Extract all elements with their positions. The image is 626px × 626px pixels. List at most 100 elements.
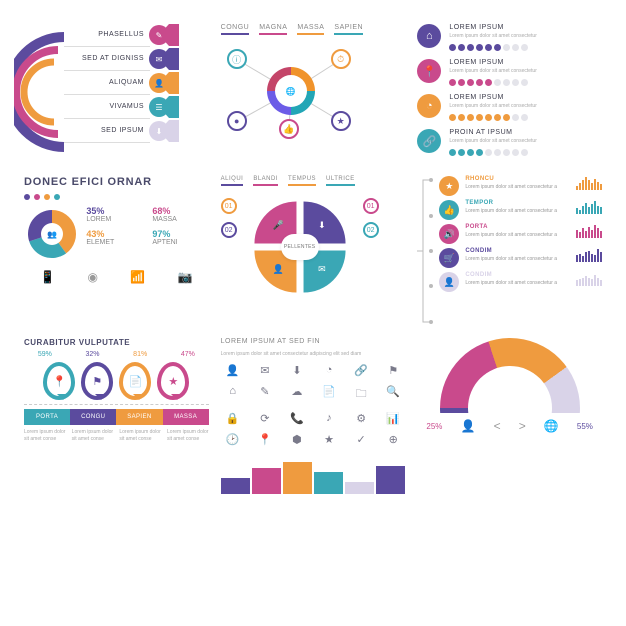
stats-title: DONEC EFICI ORNAR (24, 176, 209, 188)
tab-row[interactable]: SED IPSUM ⬇ (64, 120, 209, 142)
lorem-text: Lorem ipsum dolor sit amet consectetur a… (221, 351, 406, 358)
tab-icon: ✎ (149, 25, 169, 45)
dot-progress (449, 44, 602, 51)
icon-grid-title: LOREM IPSUM AT SED FIN (221, 338, 406, 345)
progress-item: 📍 LOREM IPSUM Lorem ipsum dolor sit amet… (417, 59, 602, 86)
icon-grid-panel: LOREM IPSUM AT SED FIN Lorem ipsum dolor… (221, 338, 406, 494)
progress-item: ◔ LOREM IPSUM Lorem ipsum dolor sit amet… (417, 94, 602, 121)
center-pie: 👥 (24, 206, 80, 262)
grid-icon: ⟳ (253, 412, 277, 425)
tab-icon: 👤 (149, 73, 169, 93)
item-title: PROIN AT IPSUM (449, 129, 602, 136)
satellite-icon: ★ (331, 111, 351, 131)
tab-label: PHASELLUS (64, 24, 150, 47)
gauge-icon: 🌐 (544, 419, 559, 433)
bracket-list-panel: ★ RHONCULorem ipsum dolor sit amet conse… (417, 176, 602, 326)
item-title: LOREM IPSUM (449, 94, 602, 101)
pin-pct: 81% (119, 351, 161, 358)
dot-progress (449, 114, 602, 121)
grid-icon: 📍 (253, 433, 277, 446)
grid-icon: 📊 (381, 412, 405, 425)
grid-icon: ✎ (253, 385, 277, 404)
pie-tab[interactable]: ULTRICE (326, 176, 355, 186)
satellite-icon: 👍 (279, 119, 299, 139)
tab-icon: ⬇ (149, 121, 169, 141)
semi-gauge: MORBI EGESTAS (440, 338, 580, 413)
pie-tab[interactable]: ALIQUI (221, 176, 244, 186)
bracket-line (417, 176, 435, 326)
spark-bars (576, 200, 602, 214)
grid-icon: ☁ (285, 385, 309, 404)
location-pin[interactable]: 📍 (43, 362, 75, 400)
satellite-icon: ● (227, 111, 247, 131)
pin-label: PORTA (24, 409, 70, 425)
item-icon: 📍 (417, 59, 441, 83)
pin-pct: 32% (72, 351, 114, 358)
grid-icon: ⬢ (285, 433, 309, 446)
item-title: LOREM IPSUM (449, 24, 602, 31)
tab-row[interactable]: VIVAMUS ☰ (64, 96, 209, 118)
segmented-pie-panel: ALIQUIBLANDITEMPUSULTRICE 0102 ⬇✉👤🎤 PELL… (221, 176, 406, 326)
bracket-row: 👤 CONDIMLorem ipsum dolor sit amet conse… (439, 272, 602, 292)
grid-icon: ◔ (317, 364, 341, 377)
spark-bars (576, 248, 602, 262)
pin-label: CONGU (70, 409, 116, 425)
pin-label: MASSA (163, 409, 209, 425)
location-pin[interactable]: ⚑ (81, 362, 113, 400)
grid-icon: ✉ (253, 364, 277, 377)
progress-item: ⌂ LOREM IPSUM Lorem ipsum dolor sit amet… (417, 24, 602, 51)
donut-tab[interactable]: SAPIEN (334, 24, 363, 35)
grid-icon: 👤 (221, 364, 245, 377)
grid-icon: ★ (317, 433, 341, 446)
bracket-icon: 👍 (439, 200, 459, 220)
stats-panel: DONEC EFICI ORNAR 35%LOREM43%ELEMET 👥 68… (24, 176, 209, 326)
grid-icon: 🔗 (349, 364, 373, 377)
svg-text:⬇: ⬇ (318, 220, 326, 230)
pin-pct: 59% (24, 351, 66, 358)
location-pin[interactable]: ★ (157, 362, 189, 400)
tab-row[interactable]: SED AT DIGNISS ✉ (64, 48, 209, 70)
satellite-icon: ⓘ (227, 49, 247, 69)
bracket-row: 👍 TEMPORLorem ipsum dolor sit amet conse… (439, 200, 602, 220)
bracket-icon: 👤 (439, 272, 459, 292)
bracket-row: ★ RHONCULorem ipsum dolor sit amet conse… (439, 176, 602, 196)
grid-icon: ⊕ (381, 433, 405, 446)
pie-tab[interactable]: BLANDI (253, 176, 278, 186)
item-icon: ◔ (417, 94, 441, 118)
pie-tab[interactable]: TEMPUS (288, 176, 316, 186)
grid-icon: 🔍 (381, 385, 405, 404)
spark-bars (576, 176, 602, 190)
donut-tab[interactable]: MASSA (297, 24, 324, 35)
grid-icon: 🕑 (221, 433, 245, 446)
tab-icon: ☰ (149, 97, 169, 117)
progress-item: 🔗 PROIN AT IPSUM Lorem ipsum dolor sit a… (417, 129, 602, 156)
donut-tab[interactable]: MAGNA (259, 24, 287, 35)
gauge-icon: < (494, 419, 501, 433)
donut-tab[interactable]: CONGU (221, 24, 250, 35)
grid-icon: ⌂ (221, 385, 245, 404)
item-icon: 🔗 (417, 129, 441, 153)
pin-pct: 47% (167, 351, 209, 358)
bracket-row: 🛒 CONDIMLorem ipsum dolor sit amet conse… (439, 248, 602, 268)
dot-progress (449, 79, 602, 86)
tab-row[interactable]: PHASELLUS ✎ (64, 24, 209, 46)
mini-bar-chart (221, 454, 406, 494)
small-icon: 📱 (40, 270, 55, 284)
location-pin[interactable]: 📄 (119, 362, 151, 400)
grid-icon: ♪ (317, 412, 341, 425)
svg-text:🎤: 🎤 (272, 219, 283, 230)
tab-label: ALIQUAM (64, 72, 150, 95)
grid-icon: 🔒 (221, 412, 245, 425)
spark-bars (576, 272, 602, 286)
grid-icon: ⬇ (285, 364, 309, 377)
item-title: LOREM IPSUM (449, 59, 602, 66)
grid-icon: 🗀 (349, 385, 373, 404)
num-badge: 02 (221, 222, 237, 238)
item-icon: ⌂ (417, 24, 441, 48)
arc-tab-panel: PHASELLUS ✎ SED AT DIGNISS ✉ ALIQUAM 👤 V… (24, 24, 209, 164)
donut-network-panel: CONGUMAGNAMASSASAPIEN 🌐 ⓘ⏱●👍★ (221, 24, 406, 164)
pins-title: CURABITUR VULPUTATE (24, 338, 209, 347)
gauge-pct-right: 55% (577, 422, 593, 431)
process-pins-panel: CURABITUR VULPUTATE 59% 32% 81% 47% 📍⚑📄★ PO… (24, 338, 209, 494)
tab-row[interactable]: ALIQUAM 👤 (64, 72, 209, 94)
